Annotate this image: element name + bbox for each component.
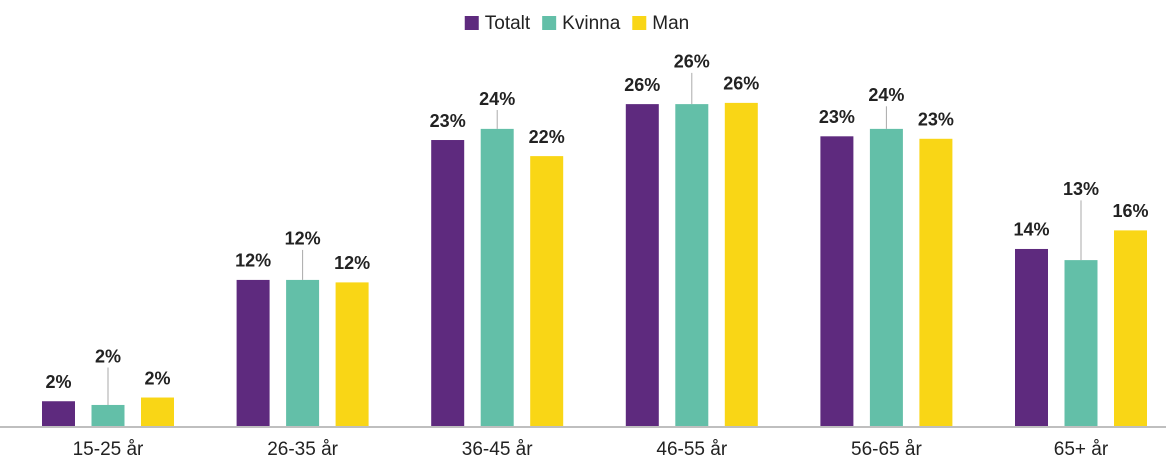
bar (431, 140, 465, 426)
bar (724, 102, 758, 427)
legend-label: Kvinna (562, 13, 621, 34)
legend-swatch (632, 16, 647, 30)
x-tick-label: 46-55 år (656, 439, 727, 460)
bar (236, 279, 270, 426)
bar (1114, 230, 1147, 426)
x-tick-label: 56-65 år (851, 439, 922, 460)
bar (141, 397, 174, 426)
value-label: 26% (674, 52, 710, 72)
bar (675, 104, 709, 427)
bar (869, 128, 903, 426)
value-label: 26% (723, 74, 759, 94)
bar (820, 136, 854, 427)
value-label: 12% (235, 251, 271, 271)
value-label: 12% (285, 229, 321, 249)
value-label: 22% (529, 127, 565, 147)
x-tick-label: 15-25 år (73, 439, 144, 460)
bar (335, 282, 369, 426)
legend-swatch (542, 16, 557, 30)
value-label: 2% (95, 346, 121, 366)
value-label: 23% (918, 110, 954, 130)
x-tick-label: 36-45 år (462, 439, 533, 460)
bar (530, 156, 564, 426)
value-label: 2% (45, 372, 71, 392)
bar (919, 138, 953, 426)
legend-label: Totalt (485, 13, 531, 34)
value-label: 14% (1013, 220, 1049, 240)
value-label: 12% (334, 253, 370, 273)
bar (625, 104, 659, 427)
bar (1064, 260, 1098, 426)
value-label: 24% (479, 89, 515, 109)
x-tick-label: 26-35 år (267, 439, 338, 460)
bar (1015, 248, 1048, 426)
bar (91, 404, 125, 426)
value-label: 26% (624, 75, 660, 95)
value-label: 13% (1063, 179, 1099, 199)
bar (42, 401, 75, 426)
legend-label: Man (652, 13, 689, 34)
value-label: 23% (430, 111, 466, 131)
x-tick-label: 65+ år (1054, 439, 1109, 460)
legend-swatch (464, 16, 479, 30)
bar (286, 279, 320, 426)
value-label: 16% (1112, 201, 1148, 221)
value-label: 2% (144, 368, 170, 388)
value-label: 23% (819, 107, 855, 127)
bar (480, 128, 514, 426)
value-label: 24% (868, 85, 904, 105)
